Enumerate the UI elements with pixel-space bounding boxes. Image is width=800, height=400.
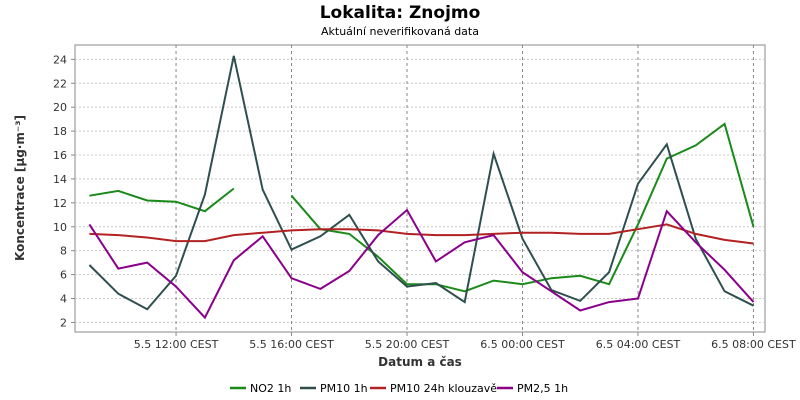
legend-label-3: PM2,5 1h bbox=[517, 382, 568, 395]
x-tick-label-4: 6.5 04:00 CEST bbox=[596, 338, 681, 351]
legend-label-0: NO2 1h bbox=[250, 382, 291, 395]
y-axis-label: Koncentrace [µg·m⁻³] bbox=[13, 115, 27, 261]
x-tick-label-1: 5.5 16:00 CEST bbox=[249, 338, 334, 351]
x-axis-label: Datum a čas bbox=[378, 355, 462, 369]
y-tick-label-3: 8 bbox=[60, 245, 67, 258]
y-tick-label-8: 18 bbox=[53, 125, 67, 138]
y-tick-label-4: 10 bbox=[53, 221, 67, 234]
x-axis-ticks: 5.5 12:00 CEST 5.5 16:00 CEST 5.5 20:00 CE… bbox=[134, 332, 796, 351]
y-tick-label-6: 14 bbox=[53, 173, 67, 186]
x-tick-label-0: 5.5 12:00 CEST bbox=[134, 338, 219, 351]
x-tick-label-3: 6.5 00:00 CEST bbox=[480, 338, 565, 351]
series-line-0-segment-0 bbox=[89, 187, 235, 213]
y-tick-label-11: 24 bbox=[53, 53, 67, 66]
y-tick-label-9: 20 bbox=[53, 101, 67, 114]
grid-lines bbox=[75, 45, 765, 332]
legend-label-1: PM10 1h bbox=[320, 382, 368, 395]
series-line-0-segment-1 bbox=[290, 122, 755, 293]
series-line-3-segment-0 bbox=[88, 208, 755, 320]
series-lines bbox=[88, 55, 755, 320]
legend-label-2: PM10 24h klouzavě bbox=[390, 382, 497, 395]
chart-title: Lokalita: Znojmo bbox=[320, 3, 481, 23]
x-tick-label-5: 6.5 08:00 CEST bbox=[711, 338, 796, 351]
y-tick-label-5: 12 bbox=[53, 197, 67, 210]
y-tick-label-0: 2 bbox=[60, 316, 67, 329]
y-tick-label-1: 4 bbox=[60, 293, 67, 306]
series-line-1-segment-0 bbox=[88, 55, 754, 311]
x-tick-label-2: 5.5 20:00 CEST bbox=[365, 338, 450, 351]
y-tick-label-10: 22 bbox=[53, 77, 67, 90]
y-tick-label-2: 6 bbox=[60, 269, 67, 282]
y-tick-label-7: 16 bbox=[53, 149, 67, 162]
legend: NO2 1h PM10 1h PM10 24h klouzavě PM2,5 1h bbox=[230, 382, 568, 395]
chart-subtitle: Aktuální neverifikovaná data bbox=[321, 25, 479, 38]
